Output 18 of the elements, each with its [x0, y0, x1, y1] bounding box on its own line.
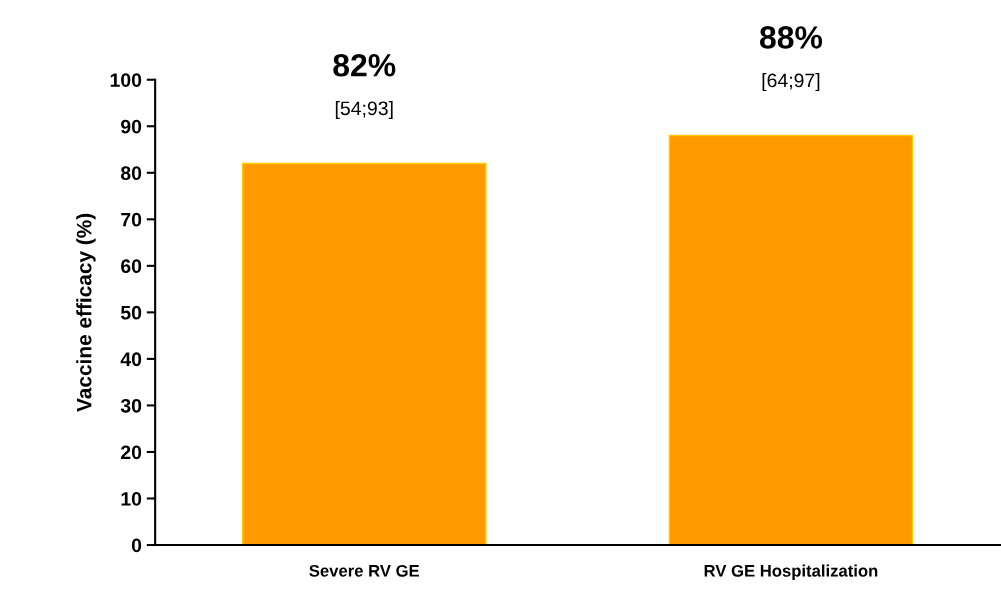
y-tick-label: 70	[121, 212, 142, 227]
x-tick-label: Severe RV GE	[309, 564, 420, 577]
data-label: 88%	[759, 26, 823, 49]
y-tick-label: 40	[120, 352, 142, 367]
y-tick-label: 10	[121, 491, 142, 506]
annotation: [64;97]	[762, 72, 820, 92]
y-tick-label: 30	[120, 398, 142, 413]
y-tick-label: 100	[110, 73, 142, 87]
y-tick-label: 20	[121, 445, 142, 460]
y-tick-label: 80	[120, 166, 142, 181]
x-tick-label: RV GE Hospitalization	[704, 564, 878, 580]
y-axis-title: Vaccine efficacy (%)	[76, 213, 96, 412]
y-tick-label: 50	[120, 305, 142, 320]
annotation: [54;93]	[335, 100, 393, 120]
y-tick-label: 60	[121, 259, 142, 274]
y-tick-label: 0	[131, 538, 142, 553]
y-tick-label: 90	[121, 119, 142, 134]
data-label: 82%	[333, 53, 396, 77]
